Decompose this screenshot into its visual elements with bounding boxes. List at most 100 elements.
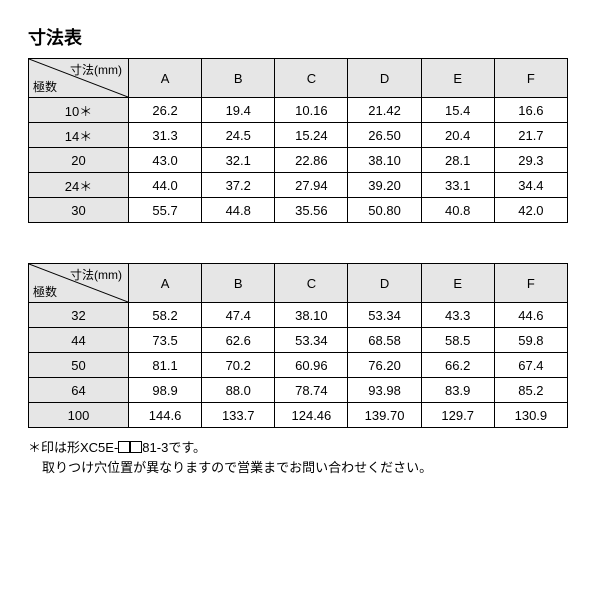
cell-value: 144.6 bbox=[129, 403, 202, 428]
cell-value: 35.56 bbox=[275, 198, 348, 223]
cell-value: 34.4 bbox=[494, 173, 567, 198]
cell-value: 44.6 bbox=[494, 303, 567, 328]
cell-value: 28.1 bbox=[421, 148, 494, 173]
row-header: 50 bbox=[29, 353, 129, 378]
cell-value: 124.46 bbox=[275, 403, 348, 428]
cell-value: 39.20 bbox=[348, 173, 421, 198]
col-header: B bbox=[202, 264, 275, 303]
cell-value: 20.4 bbox=[421, 123, 494, 148]
row-header: 24＊ bbox=[29, 173, 129, 198]
col-header: D bbox=[348, 264, 421, 303]
col-header: A bbox=[129, 59, 202, 98]
cell-value: 53.34 bbox=[275, 328, 348, 353]
cell-value: 32.1 bbox=[202, 148, 275, 173]
cell-value: 78.74 bbox=[275, 378, 348, 403]
cell-value: 21.7 bbox=[494, 123, 567, 148]
cell-value: 93.98 bbox=[348, 378, 421, 403]
cell-value: 70.2 bbox=[202, 353, 275, 378]
cell-value: 68.58 bbox=[348, 328, 421, 353]
dimension-table-1: 寸法(mm) 極数 A B C D E F 10＊26.219.410.1621… bbox=[28, 58, 568, 223]
cell-value: 58.5 bbox=[421, 328, 494, 353]
cell-value: 43.3 bbox=[421, 303, 494, 328]
row-header: 64 bbox=[29, 378, 129, 403]
cell-value: 27.94 bbox=[275, 173, 348, 198]
table-row: 4473.562.653.3468.5858.559.8 bbox=[29, 328, 568, 353]
col-header: E bbox=[421, 59, 494, 98]
table-row: 24＊44.037.227.9439.2033.134.4 bbox=[29, 173, 568, 198]
cell-value: 59.8 bbox=[494, 328, 567, 353]
cell-value: 38.10 bbox=[348, 148, 421, 173]
footnote-line1a: ＊印は形XC5E- bbox=[28, 440, 118, 455]
placeholder-box-icon bbox=[130, 441, 142, 453]
col-header: A bbox=[129, 264, 202, 303]
cell-value: 66.2 bbox=[421, 353, 494, 378]
row-header: 20 bbox=[29, 148, 129, 173]
row-header: 100 bbox=[29, 403, 129, 428]
cell-value: 85.2 bbox=[494, 378, 567, 403]
cell-value: 43.0 bbox=[129, 148, 202, 173]
cell-value: 47.4 bbox=[202, 303, 275, 328]
cell-value: 58.2 bbox=[129, 303, 202, 328]
row-header: 30 bbox=[29, 198, 129, 223]
table-row: 6498.988.078.7493.9883.985.2 bbox=[29, 378, 568, 403]
table-row: 2043.032.122.8638.1028.129.3 bbox=[29, 148, 568, 173]
cell-value: 15.4 bbox=[421, 98, 494, 123]
cell-value: 21.42 bbox=[348, 98, 421, 123]
cell-value: 130.9 bbox=[494, 403, 567, 428]
cell-value: 19.4 bbox=[202, 98, 275, 123]
cell-value: 33.1 bbox=[421, 173, 494, 198]
table-row: 5081.170.260.9676.2066.267.4 bbox=[29, 353, 568, 378]
cell-value: 29.3 bbox=[494, 148, 567, 173]
cell-value: 67.4 bbox=[494, 353, 567, 378]
cell-value: 81.1 bbox=[129, 353, 202, 378]
cell-value: 38.10 bbox=[275, 303, 348, 328]
row-header: 32 bbox=[29, 303, 129, 328]
cell-value: 53.34 bbox=[348, 303, 421, 328]
cell-value: 22.86 bbox=[275, 148, 348, 173]
cell-value: 31.3 bbox=[129, 123, 202, 148]
page-title: 寸法表 bbox=[28, 24, 572, 50]
footnote-line2: 取りつけ穴位置が異なりますので営業までお問い合わせください。 bbox=[28, 458, 572, 478]
cell-value: 37.2 bbox=[202, 173, 275, 198]
row-header: 44 bbox=[29, 328, 129, 353]
cell-value: 76.20 bbox=[348, 353, 421, 378]
cell-value: 83.9 bbox=[421, 378, 494, 403]
corner-header: 寸法(mm) 極数 bbox=[29, 264, 129, 303]
row-header: 14＊ bbox=[29, 123, 129, 148]
corner-top-label: 寸法(mm) bbox=[70, 266, 122, 283]
cell-value: 44.0 bbox=[129, 173, 202, 198]
placeholder-box-icon bbox=[118, 441, 130, 453]
col-header: C bbox=[275, 59, 348, 98]
cell-value: 42.0 bbox=[494, 198, 567, 223]
cell-value: 26.50 bbox=[348, 123, 421, 148]
cell-value: 16.6 bbox=[494, 98, 567, 123]
cell-value: 40.8 bbox=[421, 198, 494, 223]
cell-value: 50.80 bbox=[348, 198, 421, 223]
row-header: 10＊ bbox=[29, 98, 129, 123]
cell-value: 88.0 bbox=[202, 378, 275, 403]
corner-bottom-label: 極数 bbox=[33, 78, 57, 95]
cell-value: 139.70 bbox=[348, 403, 421, 428]
corner-header: 寸法(mm) 極数 bbox=[29, 59, 129, 98]
table-row: 100144.6133.7124.46139.70129.7130.9 bbox=[29, 403, 568, 428]
cell-value: 26.2 bbox=[129, 98, 202, 123]
table-row: 10＊26.219.410.1621.4215.416.6 bbox=[29, 98, 568, 123]
footnote: ＊印は形XC5E- 81-3です。 取りつけ穴位置が異なりますので営業までお問い合… bbox=[28, 438, 572, 477]
cell-value: 129.7 bbox=[421, 403, 494, 428]
col-header: C bbox=[275, 264, 348, 303]
col-header: D bbox=[348, 59, 421, 98]
col-header: F bbox=[494, 59, 567, 98]
table-row: 14＊31.324.515.2426.5020.421.7 bbox=[29, 123, 568, 148]
table-row: 3258.247.438.1053.3443.344.6 bbox=[29, 303, 568, 328]
col-header: B bbox=[202, 59, 275, 98]
cell-value: 24.5 bbox=[202, 123, 275, 148]
cell-value: 15.24 bbox=[275, 123, 348, 148]
cell-value: 133.7 bbox=[202, 403, 275, 428]
col-header: F bbox=[494, 264, 567, 303]
cell-value: 62.6 bbox=[202, 328, 275, 353]
cell-value: 55.7 bbox=[129, 198, 202, 223]
cell-value: 10.16 bbox=[275, 98, 348, 123]
corner-top-label: 寸法(mm) bbox=[70, 61, 122, 78]
cell-value: 73.5 bbox=[129, 328, 202, 353]
footnote-line1b: 81-3です。 bbox=[142, 440, 206, 455]
